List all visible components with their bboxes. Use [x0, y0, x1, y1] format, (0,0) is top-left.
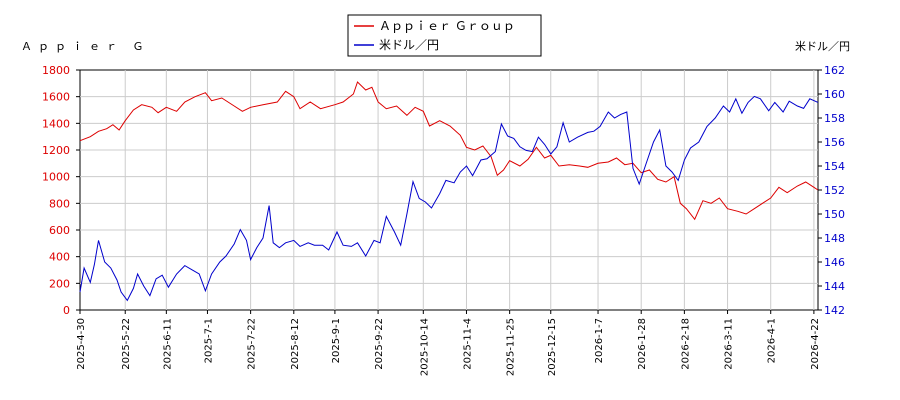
right-axis-label: 142 [824, 304, 845, 317]
right-axis-label: 150 [824, 208, 845, 221]
left-axis-label: 1000 [42, 171, 70, 184]
appier-price-line [79, 81, 819, 221]
right-axis-label: 146 [824, 256, 845, 269]
x-axis-label: 2025-8-12 [290, 318, 301, 370]
x-axis-label: 2026-4-22 [810, 318, 821, 370]
right-axis-label: 156 [824, 136, 845, 149]
x-axis-label: 2025-9-22 [374, 318, 385, 370]
right-axis-label: 154 [824, 160, 845, 173]
plot-area [79, 69, 819, 311]
axes-layer: 0 200 400 600 800 1000 1200 1400 1600 1800 142 144 1… [42, 64, 845, 376]
x-axis-label: 2025-6-11 [162, 318, 173, 370]
series-layer [79, 81, 819, 302]
left-axis-label: 800 [49, 197, 70, 210]
x-axis-label: 2026-4-1 [767, 318, 778, 363]
right-axis-label: 158 [824, 112, 845, 125]
x-axis-label: 2026-1-28 [637, 318, 648, 370]
x-axis-label: 2025-7-22 [247, 318, 258, 370]
right-axis-label: 148 [824, 232, 845, 245]
x-axis-label: 2026-3-11 [724, 318, 735, 370]
left-axis-label: 0 [63, 304, 70, 317]
right-axis-label: 152 [824, 184, 845, 197]
right-axis-label: 144 [824, 280, 845, 293]
x-axis-label: 2026-2-18 [680, 318, 691, 370]
x-axis-label: 2025-4-30 [76, 318, 87, 370]
left-axis-label: 1600 [42, 91, 70, 104]
legend-box [347, 14, 542, 57]
x-axis-label: 2025-7-1 [203, 318, 214, 363]
usdjpy-line [79, 95, 819, 302]
left-axis-label: 600 [49, 224, 70, 237]
left-axis-label: 1800 [42, 64, 70, 77]
legend: Ａｐｐｉｅｒ Ｇｒｏｕｐ 米ドル／円 [347, 14, 542, 57]
x-axis-label: 2025-11-25 [506, 318, 517, 376]
x-axis-label: 2025-5-22 [121, 318, 132, 370]
right-axis-label: 162 [824, 64, 845, 77]
left-axis-label: 400 [49, 251, 70, 264]
x-axis-label: 2026-1-7 [594, 318, 605, 363]
x-axis-label: 2025-11-4 [462, 318, 473, 370]
left-axis-label: 1400 [42, 117, 70, 130]
legend-label: 米ドル／円 [379, 38, 439, 52]
legend-label: Ａｐｐｉｅｒ Ｇｒｏｕｐ [379, 19, 515, 33]
left-axis-label: 200 [49, 277, 70, 290]
x-axis-label: 2025-10-14 [419, 318, 430, 376]
x-axis-label: 2025-9-1 [331, 318, 342, 363]
grid [80, 70, 818, 310]
left-axis-label: 1200 [42, 144, 70, 157]
right-axis-label: 160 [824, 88, 845, 101]
fx-unit-label: 米ドル／円 [795, 40, 850, 53]
x-axis-label: 2025-12-15 [547, 318, 558, 376]
stock-name-label: Ａｐｐｉｅｒ Ｇ [21, 40, 150, 53]
